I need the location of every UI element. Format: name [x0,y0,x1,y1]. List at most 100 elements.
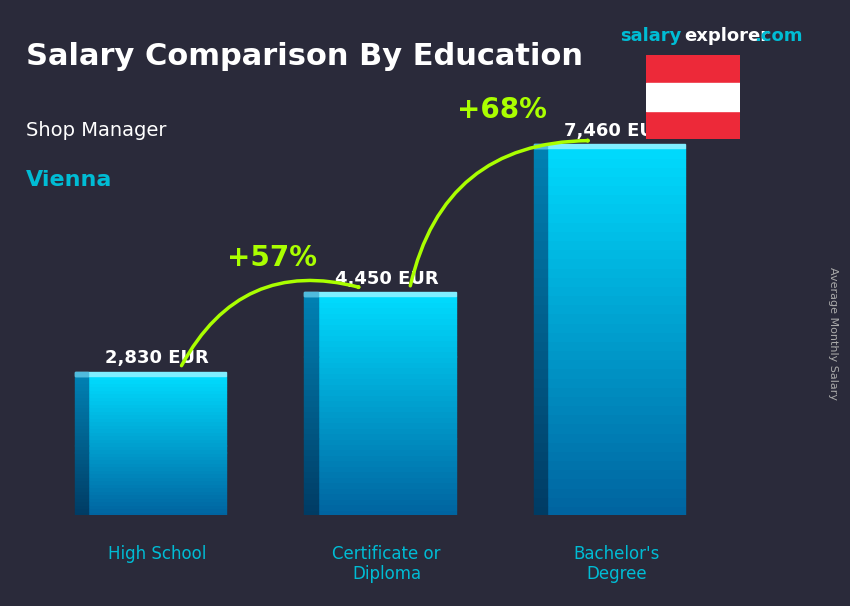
Bar [88,407,226,411]
Bar [547,378,685,387]
Bar [318,466,456,471]
Bar [88,445,226,449]
Bar [547,267,685,277]
Bar [75,421,88,425]
Bar [88,467,226,470]
Bar [547,277,685,286]
Bar [75,390,88,393]
Bar [547,331,685,341]
Bar [318,384,456,389]
Bar [318,422,456,428]
Bar [304,395,318,401]
Bar [304,378,318,384]
Bar [534,368,547,378]
Bar [88,428,226,431]
Bar [547,478,685,488]
Bar [318,488,456,493]
Bar [318,411,456,417]
Bar [88,501,226,505]
Text: High School: High School [108,545,207,562]
Bar [304,428,318,433]
Bar [304,488,318,493]
Bar [318,416,456,422]
Bar [534,442,547,451]
Bar [534,258,547,268]
Bar [547,497,685,506]
Bar [547,148,685,158]
Bar [88,383,226,387]
Bar [88,456,226,459]
Bar [75,435,88,439]
Bar [534,240,547,249]
Bar [304,313,318,318]
Bar [547,368,685,378]
Bar [88,421,226,425]
Bar [75,387,88,390]
Bar [318,318,456,324]
Bar [318,482,456,488]
Bar [75,404,88,407]
Text: +57%: +57% [227,244,317,272]
Bar [318,356,456,362]
Bar [88,505,226,508]
Bar [88,435,226,439]
Bar [75,442,88,445]
Bar [304,302,318,307]
Bar [304,461,318,466]
Bar [304,367,318,373]
Bar [534,396,547,405]
Bar [547,424,685,433]
Bar [304,356,318,362]
Bar [547,194,685,204]
Bar [75,393,88,397]
Bar [534,322,547,331]
Bar [318,378,456,384]
Bar [88,401,226,404]
Bar [88,491,226,494]
Bar [318,461,456,466]
Bar [75,453,88,456]
Bar [534,167,547,176]
Bar [304,482,318,488]
Bar [75,449,88,453]
Bar [75,414,88,418]
Bar [534,405,547,415]
Bar [88,390,226,393]
FancyArrowPatch shape [182,281,359,365]
Bar [75,508,88,511]
Bar [75,425,88,428]
Bar [318,455,456,461]
Text: .com: .com [754,27,802,45]
Text: +68%: +68% [456,96,547,124]
Bar [547,286,685,295]
Bar [547,396,685,405]
Bar [304,351,318,356]
Bar [75,383,88,387]
Bar [88,442,226,445]
Bar [547,451,685,460]
Bar [534,359,547,368]
Bar [547,415,685,424]
Bar [304,493,318,499]
Bar [75,439,88,442]
Polygon shape [534,144,547,148]
Bar [547,185,685,195]
Bar [75,494,88,498]
Bar [547,167,685,176]
Bar [318,373,456,378]
Text: 7,460 EUR: 7,460 EUR [564,122,668,139]
Bar [547,176,685,185]
Bar [304,433,318,439]
Bar [534,148,547,158]
Bar [304,373,318,378]
Bar [304,422,318,428]
Bar [75,407,88,411]
Bar [88,498,226,501]
Bar [547,442,685,451]
Bar [534,506,547,515]
Bar [75,459,88,463]
Bar [88,494,226,498]
Bar [534,204,547,213]
Bar [88,393,226,397]
Bar [318,351,456,356]
